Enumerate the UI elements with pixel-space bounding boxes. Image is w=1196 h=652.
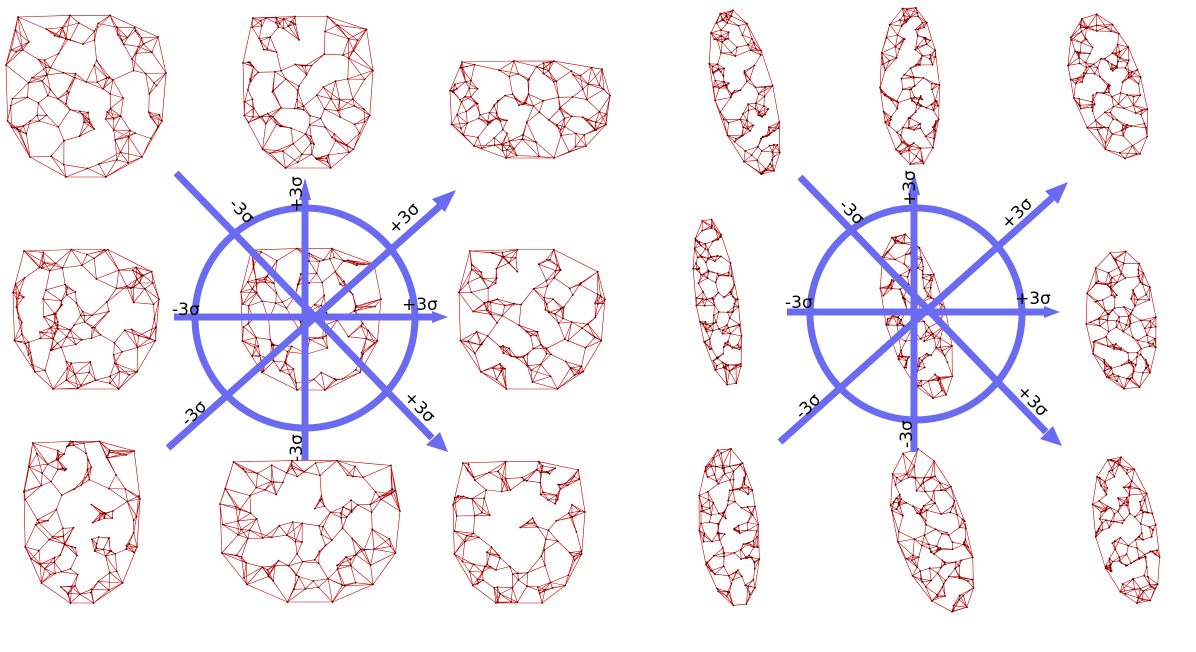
axis-arrow-lower-right [797,174,1062,446]
label-up-positive: +3σ [900,170,920,206]
profile-face-mesh [698,447,761,607]
frontal-view-panel: +3σ -3σ +3σ -3σ +3σ -3σ +3σ -3σ [5,14,611,604]
label-right-positive: +3σ [1015,289,1051,309]
label-lower-right-positive: +3σ [399,387,439,427]
profile-face-mesh [692,218,743,386]
label-right-positive: +3σ [402,295,438,315]
label-right-negative: -3σ [172,300,200,320]
label-right-negative: -3σ [785,293,813,313]
label-up-positive: +3σ [287,176,307,212]
profile-face-mesh [708,9,781,176]
frontal-face-mesh [242,15,374,169]
axis-arrow-upper-right [165,190,456,451]
label-upper-right-negative: -3σ [791,390,825,424]
frontal-face-mesh [23,440,141,604]
profile-face-mesh [1067,13,1149,160]
profile-face-mesh [1085,250,1157,390]
axis-arrow-upper-right [777,182,1068,445]
frontal-face-mesh [12,248,160,390]
axis-arrow-right [174,311,448,323]
frontal-face-mesh [458,248,606,390]
label-up-negative: -3σ [287,434,307,462]
profile-face-mesh [889,448,975,613]
label-upper-right-negative: -3σ [177,397,211,431]
profile-face-mesh [1091,456,1161,605]
label-lower-right-positive: +3σ [1012,381,1052,421]
profile-face-mesh [879,6,941,166]
label-up-negative: -3σ [897,420,917,448]
axis-arrow-lower-right [173,170,448,452]
frontal-face-mesh [5,14,167,178]
frontal-face-mesh [219,459,401,603]
label-upper-right-positive: +3σ [997,194,1037,234]
profile-view-panel: +3σ -3σ +3σ -3σ +3σ -3σ +3σ -3σ [692,6,1161,613]
frontal-face-mesh [452,460,586,604]
frontal-face-mesh [449,60,611,159]
label-upper-right-positive: +3σ [384,199,424,239]
axis-arrow-right [787,306,1060,318]
